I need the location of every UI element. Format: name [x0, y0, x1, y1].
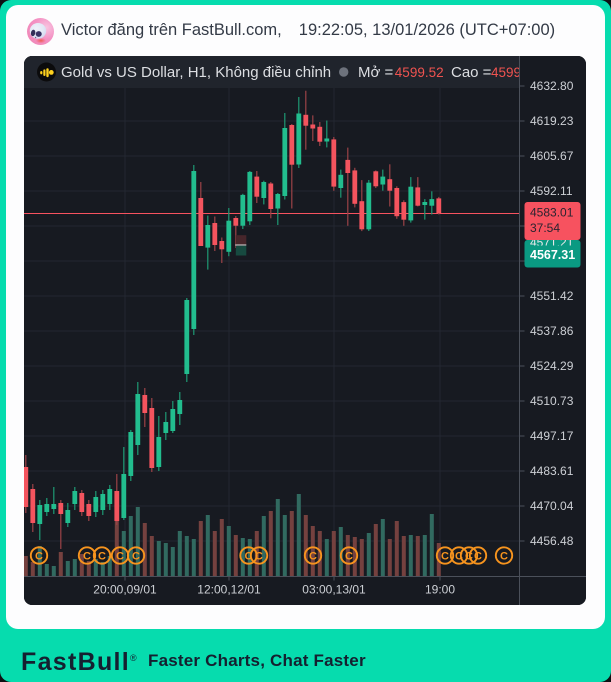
svg-text:4599.9: 4599.9	[491, 65, 532, 80]
svg-text:Cao =: Cao =	[451, 64, 492, 81]
svg-text:C: C	[441, 550, 449, 562]
svg-text:C: C	[83, 550, 91, 562]
svg-text:C: C	[255, 550, 263, 562]
svg-text:C: C	[500, 550, 508, 562]
svg-text:4592.11: 4592.11	[530, 184, 573, 198]
svg-text:4632.80: 4632.80	[530, 79, 574, 93]
svg-text:C: C	[345, 550, 353, 562]
svg-text:C: C	[98, 550, 106, 562]
svg-text:37:54: 37:54	[530, 221, 560, 235]
svg-text:C: C	[455, 550, 463, 562]
svg-text:12:00,12/01: 12:00,12/01	[197, 583, 261, 597]
svg-text:4583.01: 4583.01	[530, 206, 574, 220]
svg-text:4619.23: 4619.23	[530, 114, 574, 128]
svg-text:4524.29: 4524.29	[530, 359, 574, 373]
svg-text:4456.48: 4456.48	[530, 534, 574, 548]
svg-text:4510.73: 4510.73	[530, 394, 574, 408]
svg-text:03:00,13/01: 03:00,13/01	[302, 583, 366, 597]
svg-text:20:00,09/01: 20:00,09/01	[93, 583, 157, 597]
svg-text:C: C	[35, 550, 43, 562]
svg-text:4470.04: 4470.04	[530, 499, 574, 513]
svg-text:Gold vs US Dollar, H1, Không đ: Gold vs US Dollar, H1, Không điều chỉnh	[61, 64, 331, 81]
svg-text:4567.31: 4567.31	[530, 248, 575, 262]
svg-text:C: C	[474, 550, 482, 562]
svg-text:C: C	[116, 550, 124, 562]
svg-text:4483.61: 4483.61	[530, 464, 574, 478]
svg-text:C: C	[309, 550, 317, 562]
svg-text:C: C	[245, 550, 253, 562]
svg-text:4599.52: 4599.52	[395, 65, 444, 80]
svg-text:Mở =: Mở =	[358, 64, 393, 81]
svg-text:4537.86: 4537.86	[530, 324, 574, 338]
svg-text:4605.67: 4605.67	[530, 149, 574, 163]
svg-text:4571.21: 4571.21	[530, 236, 574, 250]
svg-text:19:00: 19:00	[425, 583, 455, 597]
svg-text:C: C	[132, 550, 140, 562]
svg-text:4551.42: 4551.42	[530, 289, 574, 303]
svg-text:4497.17: 4497.17	[530, 429, 574, 443]
